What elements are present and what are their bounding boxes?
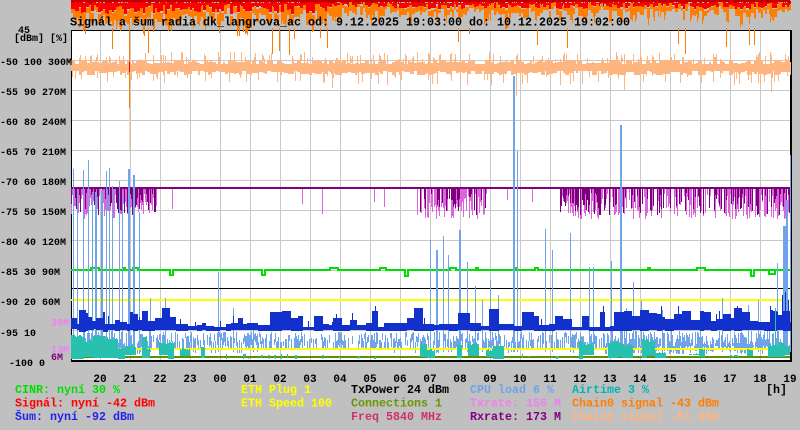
svg-text:06: 06	[393, 374, 406, 386]
svg-text:20: 20	[93, 374, 106, 386]
svg-text:21: 21	[123, 374, 137, 386]
svg-text:13M: 13M	[51, 346, 69, 357]
svg-text:05: 05	[363, 374, 377, 386]
svg-text:09: 09	[483, 374, 496, 386]
svg-text:02: 02	[273, 374, 286, 386]
svg-text:Chain1 signal -51 dBm: Chain1 signal -51 dBm	[572, 410, 719, 424]
svg-text:22: 22	[153, 374, 166, 386]
svg-text:-100 0: -100 0	[9, 359, 45, 370]
svg-text:[h]: [h]	[766, 383, 787, 397]
svg-text:-70 60 180M: -70 60 180M	[0, 178, 66, 189]
svg-text:01: 01	[243, 374, 257, 386]
svg-text:45: 45	[18, 26, 30, 37]
svg-text:6M: 6M	[51, 353, 63, 364]
svg-text:CINR: nyní 30 %: CINR: nyní 30 %	[15, 383, 120, 397]
svg-text:Connections 1: Connections 1	[351, 397, 442, 411]
svg-text:17: 17	[723, 374, 736, 386]
svg-text:07: 07	[423, 374, 436, 386]
svg-text:14: 14	[633, 374, 647, 386]
svg-text:Šum: nyní -92 dBm: Šum: nyní -92 dBm	[15, 410, 134, 424]
svg-text:-80 40 120M: -80 40 120M	[0, 238, 66, 249]
svg-text:16: 16	[693, 374, 706, 386]
svg-text:12: 12	[573, 374, 586, 386]
svg-text:04: 04	[333, 374, 347, 386]
svg-text:-65 70 210M: -65 70 210M	[0, 148, 66, 159]
svg-text:18: 18	[753, 374, 767, 386]
svg-text:Freq 5840 MHz: Freq 5840 MHz	[351, 410, 442, 424]
svg-text:-50 100 300M: -50 100 300M	[0, 58, 72, 69]
svg-text:-95 10: -95 10	[0, 329, 36, 340]
svg-text:Signál a šum radia dk_langrova: Signál a šum radia dk_langrova_ac od: 9.…	[70, 16, 630, 30]
svg-text:-75 50 150M: -75 50 150M	[0, 208, 66, 219]
svg-text:CPU load 6 %: CPU load 6 %	[470, 383, 554, 397]
svg-text:ETH Speed 100: ETH Speed 100	[241, 397, 332, 411]
svg-text:Chain0 signal -43 dBm: Chain0 signal -43 dBm	[572, 397, 719, 411]
svg-text:-85 30 90M: -85 30 90M	[0, 268, 60, 279]
svg-text:ETH Plug 1: ETH Plug 1	[241, 383, 311, 397]
svg-text:39M: 39M	[51, 319, 69, 330]
svg-text:-55 90 270M: -55 90 270M	[0, 88, 66, 99]
svg-text:Rxrate: 173 M: Rxrate: 173 M	[470, 410, 561, 424]
svg-text:-90 20 60M: -90 20 60M	[0, 298, 60, 309]
svg-text:Txrate: 156 M: Txrate: 156 M	[470, 397, 561, 411]
svg-text:03: 03	[303, 374, 317, 386]
svg-text:19: 19	[783, 374, 796, 386]
svg-text:TxPower 24 dBm: TxPower 24 dBm	[351, 383, 449, 397]
svg-text:Airtime 3 %: Airtime 3 %	[572, 383, 649, 397]
svg-text:-60 80 240M: -60 80 240M	[0, 118, 66, 129]
svg-text:[dBm] [%]: [dBm] [%]	[14, 33, 68, 45]
svg-text:00: 00	[213, 374, 226, 386]
svg-text:Signál: nyní -42 dBm: Signál: nyní -42 dBm	[15, 397, 155, 411]
svg-text:08: 08	[453, 374, 467, 386]
svg-text:13: 13	[603, 374, 617, 386]
svg-text:11: 11	[543, 374, 557, 386]
svg-text:15: 15	[663, 374, 677, 386]
svg-text:23: 23	[183, 374, 197, 386]
svg-text:10: 10	[513, 374, 526, 386]
